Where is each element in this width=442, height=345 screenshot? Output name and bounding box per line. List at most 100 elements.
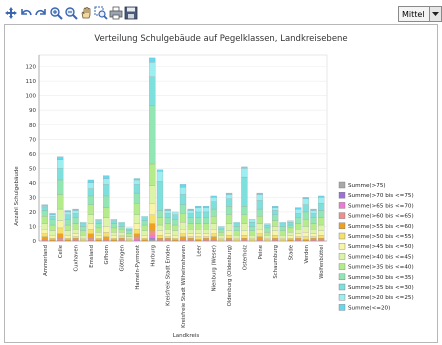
- bar-segment[interactable]: [72, 208, 79, 211]
- bar-segment[interactable]: [103, 184, 110, 197]
- bar-segment[interactable]: [218, 227, 225, 230]
- bar-segment[interactable]: [179, 233, 187, 237]
- bar-segment[interactable]: [149, 235, 156, 239]
- bar-segment[interactable]: [287, 235, 294, 239]
- bar-segment[interactable]: [133, 236, 141, 240]
- bar-segment[interactable]: [202, 223, 210, 230]
- bar-segment[interactable]: [64, 237, 71, 240]
- bar-segment[interactable]: [41, 210, 48, 217]
- bar-segment[interactable]: [264, 224, 271, 229]
- bar-segment[interactable]: [256, 208, 263, 217]
- bar-segment[interactable]: [80, 221, 87, 224]
- print-icon[interactable]: [109, 6, 123, 20]
- bar-segment[interactable]: [72, 223, 79, 230]
- bar-segment[interactable]: [241, 166, 248, 169]
- bar-segment[interactable]: [103, 236, 110, 240]
- size-select[interactable]: Mittel: [398, 6, 442, 22]
- bar-segment[interactable]: [271, 206, 279, 208]
- bar-segment[interactable]: [87, 229, 95, 234]
- bar-segment[interactable]: [49, 219, 56, 226]
- bar-segment[interactable]: [256, 194, 263, 201]
- bar-segment[interactable]: [133, 179, 141, 185]
- bar-segment[interactable]: [41, 229, 48, 234]
- bar-segment[interactable]: [64, 235, 71, 239]
- bar-segment[interactable]: [279, 230, 286, 236]
- bar-segment[interactable]: [195, 217, 202, 224]
- bar-segment[interactable]: [179, 184, 187, 188]
- chevron-down-icon[interactable]: [429, 7, 441, 21]
- bar-segment[interactable]: [279, 237, 286, 240]
- hand-pan-icon[interactable]: [79, 6, 93, 20]
- bar-segment[interactable]: [141, 217, 148, 221]
- bar-segment[interactable]: [256, 229, 263, 234]
- bar-segment[interactable]: [271, 210, 279, 215]
- bar-segment[interactable]: [126, 237, 133, 240]
- bar-segment[interactable]: [202, 217, 210, 224]
- bar-segment[interactable]: [287, 224, 294, 229]
- bar-segment[interactable]: [295, 217, 302, 224]
- bar-segment[interactable]: [149, 62, 156, 77]
- bar-segment[interactable]: [302, 236, 309, 240]
- bar-segment[interactable]: [256, 200, 263, 210]
- bar-segment[interactable]: [310, 229, 317, 234]
- bar-segment[interactable]: [195, 236, 202, 240]
- bar-segment[interactable]: [179, 194, 187, 205]
- bar-segment[interactable]: [310, 223, 317, 230]
- bar-segment[interactable]: [225, 237, 233, 240]
- bar-segment[interactable]: [172, 230, 179, 236]
- bar-segment[interactable]: [141, 224, 148, 231]
- bar-segment[interactable]: [210, 197, 217, 202]
- bar-segment[interactable]: [264, 227, 271, 233]
- bar-segment[interactable]: [271, 226, 279, 231]
- bar-segment[interactable]: [87, 195, 95, 205]
- bar-segment[interactable]: [187, 237, 194, 240]
- bar-segment[interactable]: [126, 236, 133, 239]
- bar-segment[interactable]: [241, 206, 248, 215]
- bar-segment[interactable]: [202, 211, 210, 218]
- bar-segment[interactable]: [271, 237, 279, 240]
- undo-zoom-icon[interactable]: [19, 6, 33, 20]
- bar-segment[interactable]: [302, 204, 309, 213]
- bar-segment[interactable]: [103, 226, 110, 233]
- bar-segment[interactable]: [95, 237, 102, 240]
- bar-segment[interactable]: [302, 211, 309, 220]
- bar-segment[interactable]: [133, 192, 141, 204]
- bar-segment[interactable]: [118, 235, 125, 237]
- bar-segment[interactable]: [87, 233, 95, 239]
- bar-segment[interactable]: [164, 229, 171, 234]
- bar-segment[interactable]: [41, 223, 48, 230]
- bar-segment[interactable]: [41, 204, 48, 207]
- bar-segment[interactable]: [133, 214, 141, 224]
- bar-segment[interactable]: [233, 237, 240, 240]
- bar-segment[interactable]: [210, 223, 217, 230]
- bar-segment[interactable]: [149, 76, 156, 106]
- zoom-in-icon[interactable]: [49, 6, 63, 20]
- bar-segment[interactable]: [233, 230, 240, 236]
- bar-segment[interactable]: [271, 230, 279, 236]
- bar-segment[interactable]: [133, 178, 141, 181]
- bar-segment[interactable]: [118, 223, 125, 227]
- bar-segment[interactable]: [103, 195, 110, 208]
- bar-segment[interactable]: [310, 236, 317, 239]
- bar-segment[interactable]: [225, 230, 233, 236]
- bar-segment[interactable]: [202, 233, 210, 237]
- bar-segment[interactable]: [225, 198, 233, 207]
- bar-segment[interactable]: [80, 230, 87, 236]
- bar-segment[interactable]: [241, 235, 248, 239]
- bar-segment[interactable]: [279, 223, 286, 227]
- bar-segment[interactable]: [95, 223, 102, 229]
- bar-segment[interactable]: [233, 221, 240, 224]
- bar-segment[interactable]: [256, 223, 263, 230]
- bar-segment[interactable]: [295, 208, 302, 214]
- bar-segment[interactable]: [187, 213, 194, 218]
- bar-segment[interactable]: [271, 207, 279, 211]
- bar-segment[interactable]: [302, 197, 309, 199]
- bar-segment[interactable]: [57, 168, 64, 181]
- bar-segment[interactable]: [64, 210, 71, 213]
- bar-segment[interactable]: [149, 237, 156, 240]
- bar-segment[interactable]: [133, 223, 141, 230]
- bar-segment[interactable]: [210, 229, 217, 234]
- bar-segment[interactable]: [41, 207, 48, 211]
- bar-segment[interactable]: [225, 192, 233, 195]
- bar-segment[interactable]: [248, 230, 256, 236]
